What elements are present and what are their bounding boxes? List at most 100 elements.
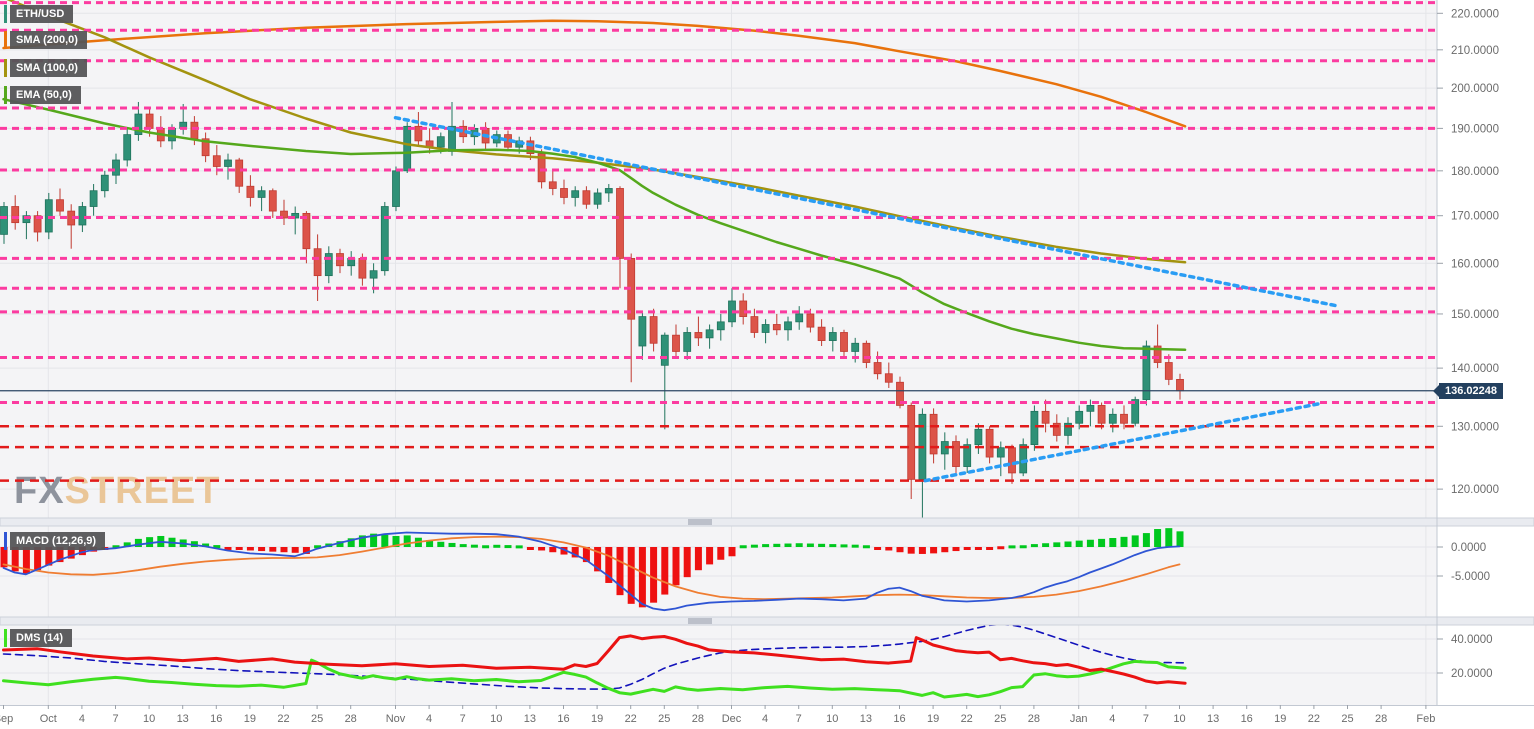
candle-body bbox=[313, 248, 322, 277]
macd-bar bbox=[112, 545, 120, 549]
candle-body bbox=[716, 321, 725, 331]
macd-bar bbox=[683, 547, 691, 578]
candle-body bbox=[604, 188, 613, 194]
macd-bar bbox=[526, 547, 534, 550]
candle-body bbox=[1008, 447, 1016, 474]
x-axis-label: 10 bbox=[1173, 713, 1185, 725]
x-axis-label: 22 bbox=[961, 713, 973, 725]
separator-bottom[interactable] bbox=[0, 616, 1534, 626]
candle-body bbox=[739, 300, 748, 317]
x-axis-label: 10 bbox=[826, 713, 838, 725]
y-axis-label: 190.0000 bbox=[1451, 123, 1499, 135]
candle-body bbox=[784, 321, 792, 331]
macd-bar bbox=[370, 533, 378, 547]
macd-bar bbox=[1120, 536, 1128, 547]
macd-pane bbox=[0, 528, 1184, 612]
macd-line bbox=[2, 531, 1181, 612]
macd-bar bbox=[907, 547, 915, 554]
x-axis-label: Dec bbox=[722, 713, 742, 725]
dms-minus-di-line bbox=[2, 634, 1187, 685]
candle-body bbox=[672, 334, 680, 352]
badge-label: ETH/USD bbox=[10, 5, 74, 23]
macd-bar bbox=[829, 544, 837, 548]
macd-bar bbox=[134, 538, 142, 547]
macd-bar bbox=[941, 547, 949, 553]
candle-body bbox=[44, 199, 53, 233]
y-axis-label: 220.0000 bbox=[1451, 8, 1499, 20]
macd-bar bbox=[392, 535, 400, 547]
macd-bar bbox=[258, 547, 266, 552]
candle-body bbox=[257, 190, 266, 198]
macd-bar bbox=[560, 547, 568, 555]
candle-body bbox=[952, 441, 960, 467]
y-axis-label: 180.0000 bbox=[1451, 166, 1499, 178]
candle-body bbox=[1097, 405, 1106, 424]
indicator-badge-macd[interactable]: MACD (12,26,9) bbox=[4, 532, 106, 550]
macd-bar bbox=[1019, 545, 1027, 549]
candle-body bbox=[1176, 379, 1184, 392]
macd-bar bbox=[448, 542, 456, 547]
candle-body bbox=[201, 138, 210, 157]
trendline-descending bbox=[393, 115, 1341, 308]
macd-bar bbox=[246, 547, 254, 551]
x-axis-label: 7 bbox=[112, 713, 118, 725]
candle-body bbox=[1142, 345, 1151, 400]
candle-body bbox=[100, 174, 109, 192]
macd-bar bbox=[918, 547, 926, 554]
macd-bar bbox=[67, 547, 75, 559]
candle-body bbox=[302, 212, 311, 250]
macd-bar bbox=[795, 543, 803, 547]
macd-bar bbox=[750, 544, 758, 548]
x-axis-label: Sep bbox=[0, 713, 13, 725]
macd-bar bbox=[986, 547, 994, 550]
macd-bar bbox=[336, 541, 344, 547]
candle-body bbox=[896, 381, 904, 406]
candle-body bbox=[190, 121, 199, 140]
x-axis-label: 4 bbox=[1109, 713, 1115, 725]
watermark: FXSTREET bbox=[14, 470, 219, 512]
x-axis-label: 13 bbox=[177, 713, 189, 725]
indicator-badge-sma200[interactable]: SMA (200,0) bbox=[4, 31, 87, 49]
x-axis-label: 7 bbox=[1143, 713, 1149, 725]
dms-pane bbox=[2, 625, 1187, 699]
y-axis-label: 140.0000 bbox=[1451, 363, 1499, 375]
macd-bar bbox=[482, 545, 490, 549]
macd-bar bbox=[638, 547, 646, 608]
x-axis-label: 4 bbox=[762, 713, 768, 725]
candle-body bbox=[582, 190, 591, 205]
candle-body bbox=[907, 405, 916, 480]
badge-label: EMA (50,0) bbox=[10, 86, 81, 104]
indicator-badge-ema50[interactable]: EMA (50,0) bbox=[4, 86, 81, 104]
macd-bar bbox=[358, 535, 366, 547]
macd-bar bbox=[0, 547, 8, 568]
x-axis-label: 13 bbox=[860, 713, 872, 725]
macd-bar bbox=[1098, 538, 1106, 547]
macd-bar bbox=[605, 547, 613, 583]
candle-body bbox=[235, 159, 244, 187]
candle-body bbox=[1120, 413, 1128, 424]
macd-bar bbox=[11, 547, 19, 572]
candle-body bbox=[134, 113, 143, 136]
x-axis-label: 16 bbox=[557, 713, 569, 725]
macd-bar bbox=[627, 547, 635, 604]
candle-body bbox=[963, 444, 972, 467]
candle-body bbox=[324, 253, 333, 277]
macd-bar bbox=[78, 547, 86, 556]
macd-bar bbox=[213, 545, 221, 549]
current-price-tag: 136.02248 bbox=[1433, 382, 1503, 399]
candle-body bbox=[212, 155, 221, 167]
candle-body bbox=[638, 316, 647, 347]
candle-body bbox=[1086, 405, 1095, 412]
macd-bar bbox=[963, 547, 971, 550]
indicator-badge-dms[interactable]: DMS (14) bbox=[4, 629, 73, 647]
indicator-badge-sma100[interactable]: SMA (100,0) bbox=[4, 59, 87, 77]
instrument-badge[interactable]: ETH/USD bbox=[4, 5, 74, 23]
candle-body bbox=[571, 190, 580, 198]
macd-bar bbox=[739, 545, 747, 549]
candle-body bbox=[526, 140, 535, 154]
macd-bar bbox=[862, 545, 870, 549]
x-axis-label: 25 bbox=[994, 713, 1006, 725]
y-axis-label: 40.0000 bbox=[1451, 634, 1493, 646]
separator-top[interactable] bbox=[0, 517, 1534, 527]
